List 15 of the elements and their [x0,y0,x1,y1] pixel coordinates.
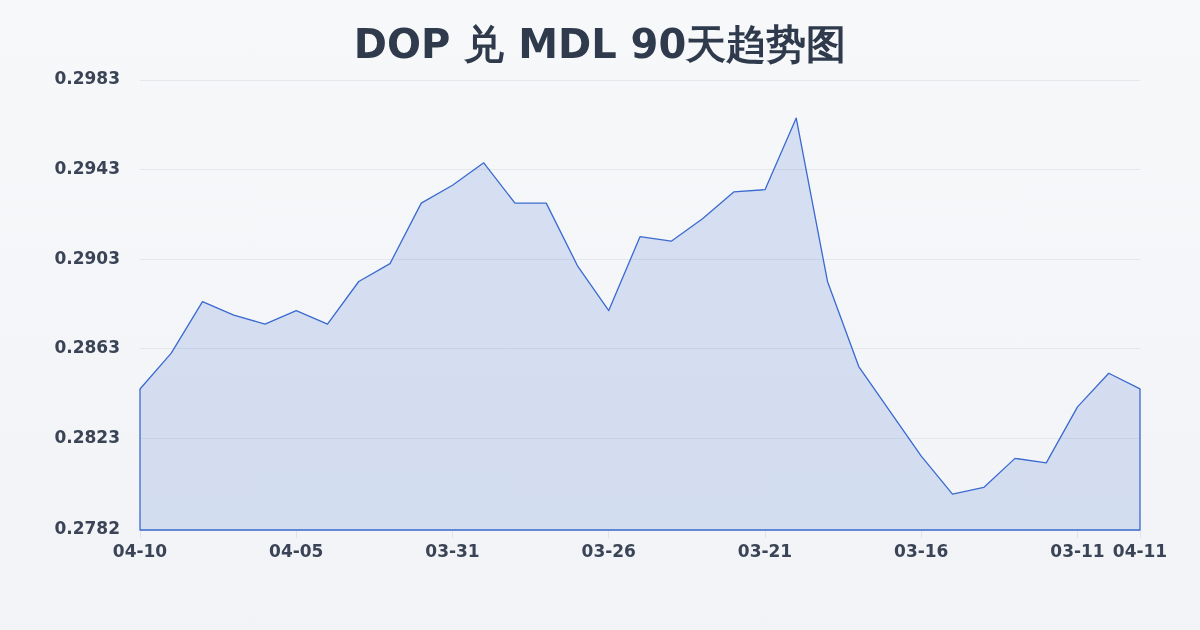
y-tick-label: 0.2782 [54,518,120,539]
x-tick-label: 03-26 [581,540,636,561]
x-tick-label: 03-16 [894,540,949,561]
y-tick-label: 0.2943 [54,157,120,178]
x-tick-label: 04-10 [112,540,168,561]
x-tick-label: 04-05 [269,540,324,561]
x-tick-label: 03-11 [1050,540,1105,561]
y-tick-label: 0.2903 [54,247,120,268]
chart-title: DOP 兑 MDL 90天趋势图 [353,21,847,67]
y-tick-label: 0.2863 [54,337,120,358]
x-tick-label: 03-31 [425,540,480,561]
x-tick-label: 03-21 [737,540,793,561]
y-tick-label: 0.2983 [54,68,120,89]
x-tick-label: 04-11 [1112,540,1168,561]
y-tick-label: 0.2823 [54,426,120,447]
